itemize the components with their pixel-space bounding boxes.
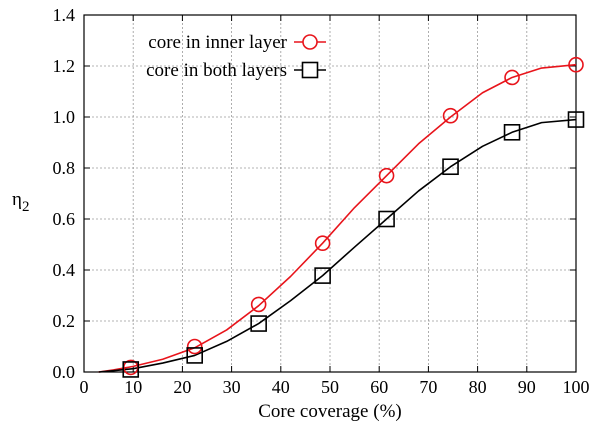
data-point-square — [314, 267, 331, 284]
y-tick-label: 0.8 — [53, 158, 76, 178]
legend-marker-circle — [302, 34, 318, 50]
y-tick-label: 1.2 — [53, 56, 76, 76]
x-tick-label: 10 — [124, 377, 142, 397]
y-axis-title-main: η — [12, 189, 22, 210]
x-tick-label: 100 — [563, 377, 590, 397]
series-lines — [98, 63, 577, 373]
data-point-circle — [250, 296, 267, 313]
data-point-square — [378, 210, 395, 228]
data-point-square — [122, 361, 140, 378]
legend: core in inner layer core in both layers — [146, 32, 326, 81]
series-line-1 — [98, 63, 577, 373]
x-tick-label: 70 — [419, 377, 437, 397]
x-tick-label: 0 — [80, 377, 89, 397]
series-markers — [122, 56, 585, 378]
x-tick-label: 90 — [518, 377, 536, 397]
data-point-circle — [314, 235, 331, 252]
y-tick-label: 1.4 — [53, 5, 76, 25]
x-tick-label: 80 — [469, 377, 487, 397]
legend-label-2: core in both layers — [146, 60, 287, 81]
data-point-circle — [504, 69, 520, 86]
y-tick-label: 0.4 — [53, 260, 76, 280]
legend-marker-square — [301, 61, 319, 79]
x-tick-label: 40 — [272, 377, 290, 397]
data-point-square — [186, 347, 203, 364]
data-point-circle — [186, 338, 203, 355]
y-tick-label: 0.6 — [53, 209, 76, 229]
x-axis-title: Core coverage (%) — [258, 401, 401, 422]
x-tick-label: 30 — [223, 377, 241, 397]
y-axis-title: η2 — [12, 189, 29, 215]
y-tick-label: 1.0 — [53, 107, 76, 127]
data-point-square — [503, 124, 521, 141]
data-point-square — [250, 315, 267, 332]
data-point-square — [442, 158, 459, 176]
series-line-2 — [98, 118, 577, 373]
y-tick-label: 0.0 — [53, 362, 76, 382]
x-tick-label: 60 — [370, 377, 388, 397]
data-point-circle — [378, 167, 395, 184]
x-tick-label: 20 — [173, 377, 191, 397]
x-tick-label: 50 — [321, 377, 339, 397]
data-point-circle — [568, 56, 584, 73]
data-point-circle — [442, 107, 459, 124]
tick-labels: 0 10 20 30 40 50 60 70 80 90 100 0.0 0.2 0.4 0.6 0.8 1.0… — [53, 5, 590, 397]
y-axis-title-subscript: 2 — [22, 199, 30, 215]
data-point-square — [567, 111, 585, 128]
legend-label-1: core in inner layer — [148, 32, 287, 53]
grid — [84, 15, 576, 372]
y-tick-label: 0.2 — [53, 311, 76, 331]
